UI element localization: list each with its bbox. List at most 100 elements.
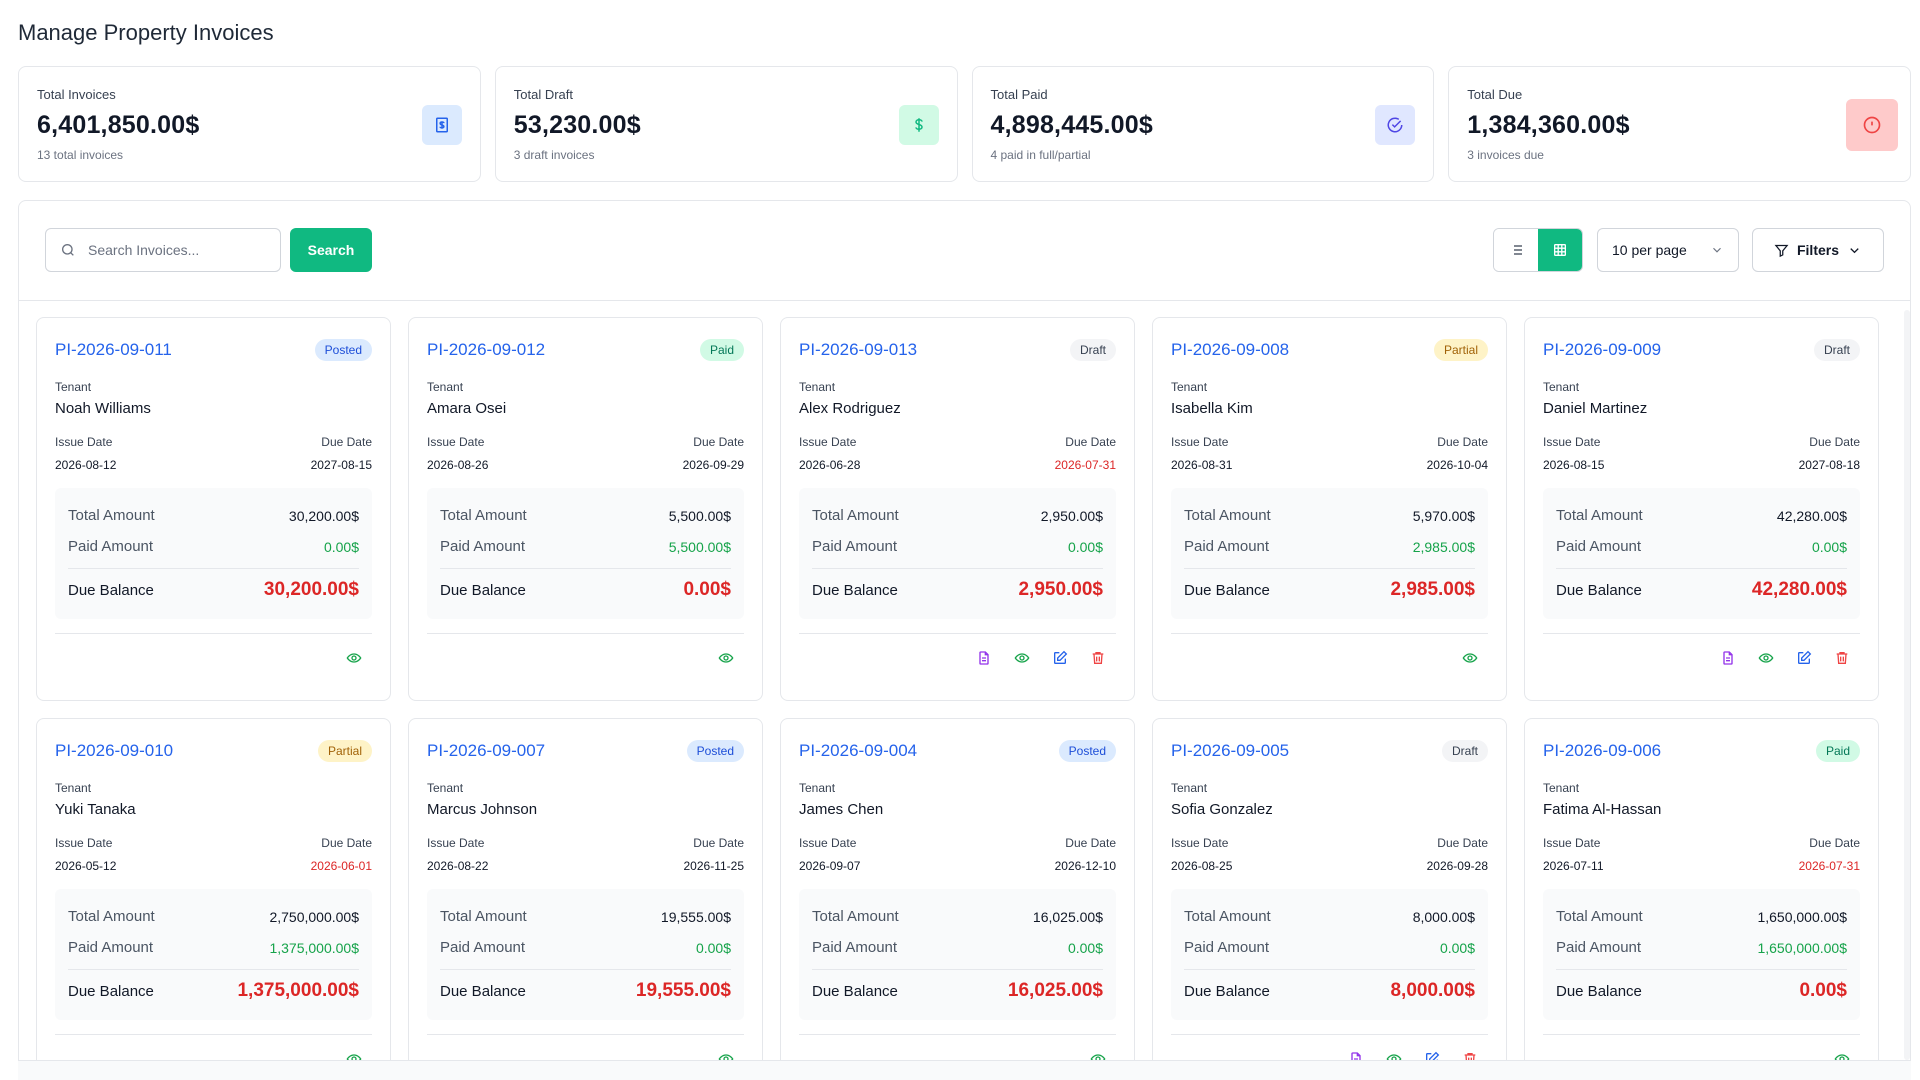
- total-amount-value: 16,025.00$: [1032, 908, 1103, 925]
- status-badge: Paid: [1815, 740, 1860, 762]
- due-balance-label: Due Balance: [1556, 982, 1642, 1000]
- view-action-view-icon[interactable]: [346, 650, 362, 671]
- total-amount-value: 30,200.00$: [288, 507, 359, 524]
- total-amount-value: 8,000.00$: [1412, 908, 1475, 925]
- view-action-view-icon[interactable]: [1014, 650, 1030, 671]
- invoice-number-link[interactable]: PI-2026-09-008: [1171, 340, 1290, 359]
- view-icon: [1462, 653, 1478, 663]
- search-box[interactable]: [45, 228, 281, 272]
- paid-amount-label: Paid Amount: [1556, 939, 1642, 956]
- status-badge: Draft: [1813, 339, 1860, 361]
- edit-action-edit-icon[interactable]: [1052, 650, 1068, 671]
- invoice-number-link[interactable]: PI-2026-09-007: [427, 741, 546, 760]
- issue-date-value: 2026-08-26: [427, 458, 489, 472]
- scrollbar[interactable]: [1904, 310, 1910, 1060]
- amount-summary: Total Amount 16,025.00$ Paid Amount 0.00…: [799, 889, 1116, 1020]
- search-input[interactable]: [88, 242, 258, 258]
- invoice-number-link[interactable]: PI-2026-09-010: [55, 741, 174, 760]
- view-toggle: [1493, 228, 1583, 272]
- due-balance-value: 0.00$: [683, 579, 731, 600]
- total-amount-label: Total Amount: [1556, 908, 1643, 925]
- due-date-label: Due Date: [1437, 435, 1488, 449]
- stat-label: Total Paid: [990, 87, 1048, 102]
- invoice-number-link[interactable]: PI-2026-09-012: [427, 340, 546, 359]
- status-badge: Posted: [1058, 740, 1116, 762]
- tenant-label: Tenant: [799, 781, 836, 795]
- search-button[interactable]: Search: [290, 228, 372, 272]
- view-action-view-icon[interactable]: [1462, 650, 1478, 671]
- invoice-card[interactable]: PI-2026-09-011 Posted Tenant Noah Willia…: [36, 317, 391, 701]
- view-action-view-icon[interactable]: [1758, 650, 1774, 671]
- edit-icon: [1054, 650, 1068, 664]
- tenant-name: Noah Williams: [55, 400, 151, 417]
- due-balance-label: Due Balance: [440, 581, 526, 599]
- view-action-view-icon[interactable]: [718, 650, 734, 671]
- invoice-number-link[interactable]: PI-2026-09-006: [1543, 741, 1662, 760]
- total-amount-label: Total Amount: [68, 908, 155, 925]
- paid-amount-value: 1,650,000.00$: [1757, 939, 1847, 956]
- divider: [1556, 568, 1847, 569]
- issue-date-value: 2026-08-31: [1171, 458, 1233, 472]
- invoice-card[interactable]: PI-2026-09-006 Paid Tenant Fatima Al-Has…: [1524, 718, 1879, 1080]
- due-date-value: 2026-06-01: [310, 859, 372, 873]
- status-badge: Paid: [699, 339, 744, 361]
- invoice-card[interactable]: PI-2026-09-013 Draft Tenant Alex Rodrigu…: [780, 317, 1135, 701]
- due-date-value: 2026-12-10: [1054, 859, 1116, 873]
- issue-date-label: Issue Date: [1543, 435, 1601, 449]
- grid-view-button[interactable]: [1538, 229, 1582, 271]
- invoice-card[interactable]: PI-2026-09-005 Draft Tenant Sofia Gonzal…: [1152, 718, 1507, 1080]
- stat-value: 6,401,850.00$: [37, 111, 200, 139]
- total-amount-label: Total Amount: [1556, 507, 1643, 524]
- invoice-number-link[interactable]: PI-2026-09-011: [55, 340, 172, 359]
- tenant-label: Tenant: [55, 781, 92, 795]
- list-view-button[interactable]: [1494, 229, 1538, 271]
- invoice-card[interactable]: PI-2026-09-009 Draft Tenant Daniel Marti…: [1524, 317, 1879, 701]
- pdf-action-pdf-icon[interactable]: [1720, 650, 1736, 671]
- invoice-number-link[interactable]: PI-2026-09-004: [799, 741, 918, 760]
- issue-date-label: Issue Date: [427, 836, 485, 850]
- issue-date-label: Issue Date: [799, 435, 857, 449]
- invoice-card[interactable]: PI-2026-09-004 Posted Tenant James Chen …: [780, 718, 1135, 1080]
- invoice-card[interactable]: PI-2026-09-010 Partial Tenant Yuki Tanak…: [36, 718, 391, 1080]
- status-badge: Partial: [317, 740, 372, 762]
- card-actions: [55, 633, 372, 687]
- due-balance-value: 2,950.00$: [1018, 579, 1103, 600]
- due-balance-value: 0.00$: [1799, 980, 1847, 1001]
- tenant-name: Daniel Martinez: [1543, 400, 1648, 417]
- delete-icon: [1092, 652, 1104, 664]
- invoice-number-link[interactable]: PI-2026-09-005: [1171, 741, 1290, 760]
- paid-amount-value: 0.00$: [1811, 538, 1847, 555]
- stat-label: Total Due: [1467, 87, 1523, 102]
- amount-summary: Total Amount 19,555.00$ Paid Amount 0.00…: [427, 889, 744, 1020]
- edit-action-edit-icon[interactable]: [1796, 650, 1812, 671]
- alert-circle-icon: [1846, 99, 1898, 151]
- pdf-action-pdf-icon[interactable]: [976, 650, 992, 671]
- total-amount-label: Total Amount: [1184, 908, 1271, 925]
- view-icon: [718, 653, 734, 663]
- tenant-label: Tenant: [799, 380, 836, 394]
- delete-action-delete-icon[interactable]: [1834, 650, 1850, 671]
- invoice-card[interactable]: PI-2026-09-012 Paid Tenant Amara Osei Is…: [408, 317, 763, 701]
- amount-summary: Total Amount 42,280.00$ Paid Amount 0.00…: [1543, 488, 1860, 619]
- due-balance-value: 1,375,000.00$: [237, 980, 359, 1001]
- per-page-select[interactable]: 10 per page: [1597, 228, 1739, 272]
- invoice-number-link[interactable]: PI-2026-09-013: [799, 340, 918, 359]
- divider: [1184, 969, 1475, 970]
- chevron-down-icon: [1850, 247, 1859, 253]
- filters-button[interactable]: Filters: [1752, 228, 1884, 272]
- total-amount-value: 2,750,000.00$: [269, 908, 359, 925]
- total-amount-value: 5,970.00$: [1412, 507, 1475, 524]
- page-title: Manage Property Invoices: [18, 20, 274, 45]
- issue-date-label: Issue Date: [1171, 435, 1229, 449]
- amount-summary: Total Amount 8,000.00$ Paid Amount 0.00$…: [1171, 889, 1488, 1020]
- due-date-value: 2026-10-04: [1426, 458, 1488, 472]
- invoice-grid: PI-2026-09-011 Posted Tenant Noah Willia…: [36, 317, 1882, 1080]
- invoice-card[interactable]: PI-2026-09-008 Partial Tenant Isabella K…: [1152, 317, 1507, 701]
- dollar-icon: [898, 105, 939, 145]
- due-date-label: Due Date: [321, 435, 372, 449]
- stat-value: 4,898,445.00$: [990, 111, 1153, 139]
- total-amount-value: 2,950.00$: [1040, 507, 1103, 524]
- delete-action-delete-icon[interactable]: [1090, 650, 1106, 671]
- invoice-card[interactable]: PI-2026-09-007 Posted Tenant Marcus John…: [408, 718, 763, 1080]
- invoice-number-link[interactable]: PI-2026-09-009: [1543, 340, 1662, 359]
